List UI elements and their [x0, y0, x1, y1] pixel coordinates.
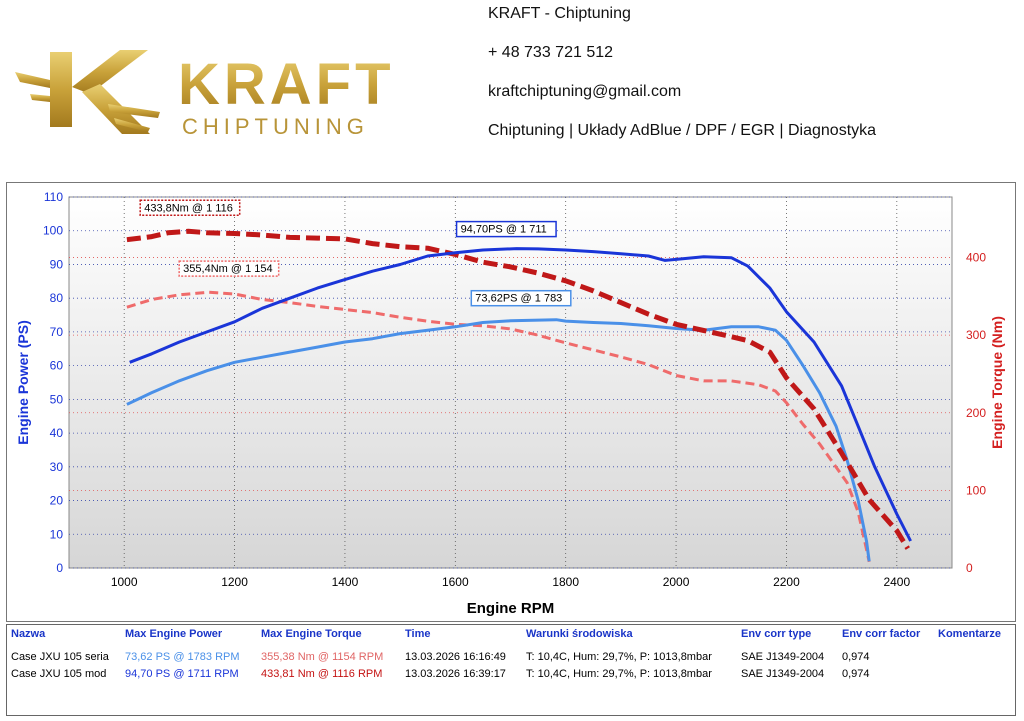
row-mod-env: T: 10,4C, Hum: 29,7%, P: 1013,8mbar: [526, 668, 712, 680]
y-left-tick-label: 100: [43, 224, 63, 238]
y-axis-left-label: Engine Power (PS): [15, 320, 31, 444]
annotation-label: 73,62PS @ 1 783: [475, 293, 562, 305]
y-left-tick-label: 50: [50, 392, 64, 406]
x-axis-label: Engine RPM: [467, 600, 555, 617]
results-table: Nazwa Max Engine Power Max Engine Torque…: [6, 624, 1016, 716]
x-tick-label: 1000: [111, 575, 138, 589]
series-layer: [126, 228, 912, 563]
col-header-power: Max Engine Power: [125, 628, 223, 640]
services-line: Chiptuning | Układy AdBlue / DPF / EGR |…: [488, 122, 877, 139]
contact-block: KRAFT - Chiptuning + 48 733 721 512 kraf…: [488, 4, 1008, 160]
row-stock-corr-type: SAE J1349-2004: [741, 651, 825, 663]
y-right-tick-label: 100: [966, 483, 986, 497]
y-left-tick-label: 40: [50, 426, 64, 440]
company-name: KRAFT - Chiptuning: [488, 5, 631, 22]
row-stock-time: 13.03.2026 16:16:49: [405, 651, 506, 663]
series-torque-stock: [126, 290, 871, 563]
col-header-name: Nazwa: [11, 628, 46, 640]
annotation-box: [455, 220, 557, 238]
annotation-torque-stock: 355,4Nm @ 1 154: [178, 260, 280, 277]
annotation-power-mod: 94,70PS @ 1 711: [455, 220, 557, 238]
axis-ticks: 1000 1200 1400 1600 1800 2000 2200 240001020304…: [43, 190, 986, 589]
row-mod-time: 13.03.2026 16:39:17: [405, 668, 506, 680]
series-power-stock: [126, 318, 871, 562]
series-torque-mod: [126, 228, 910, 550]
row-stock-power: 73,62 PS @ 1783 RPM: [125, 651, 240, 663]
y-left-tick-label: 0: [56, 561, 63, 575]
x-tick-label: 2400: [883, 575, 910, 589]
row-mod-corr-type: SAE J1349-2004: [741, 668, 825, 680]
y-left-tick-label: 30: [50, 460, 64, 474]
col-header-corr-type: Env corr type: [741, 628, 812, 640]
y-axis-right-label: Engine Torque (Nm): [989, 316, 1005, 449]
dyno-chart: 1000 1200 1400 1600 1800 2000 2200 240001020304…: [6, 182, 1016, 622]
row-stock-corr-factor: 0,974: [842, 651, 870, 663]
y-right-tick-label: 300: [966, 328, 986, 342]
col-header-corr-factor: Env corr factor: [842, 628, 921, 640]
y-right-tick-label: 200: [966, 406, 986, 420]
phone-number[interactable]: + 48 733 721 512: [488, 44, 614, 61]
header: KRAFT CHIPTUNING KRAFT - Chiptuning + 48…: [0, 0, 1024, 175]
annotation-torque-mod: 433,8Nm @ 1 116: [139, 199, 241, 217]
annotation-label: 94,70PS @ 1 711: [461, 224, 547, 236]
row-mod-corr-factor: 0,974: [842, 668, 870, 680]
logo-wordmark: KRAFT: [178, 52, 395, 117]
annotation-box: [139, 199, 241, 217]
col-header-comments: Komentarze: [938, 628, 1001, 640]
y-right-tick-label: 0: [966, 561, 973, 575]
row-mod-torque: 433,81 Nm @ 1116 RPM: [261, 668, 383, 680]
y-left-tick-label: 60: [50, 359, 64, 373]
logo-k-emblem-icon: [15, 50, 160, 134]
row-mod-power: 94,70 PS @ 1711 RPM: [125, 668, 239, 680]
x-tick-label: 2000: [663, 575, 690, 589]
row-stock-env: T: 10,4C, Hum: 29,7%, P: 1013,8mbar: [526, 651, 712, 663]
x-tick-label: 1800: [552, 575, 579, 589]
y-left-tick-label: 70: [50, 325, 64, 339]
y-left-tick-label: 110: [44, 190, 63, 204]
y-left-tick-label: 90: [50, 257, 64, 271]
annotation-box: [470, 289, 572, 307]
annotation-box: [178, 260, 280, 277]
email-address[interactable]: kraftchiptuning@gmail.com: [488, 83, 682, 100]
annotations: 433,8Nm @ 1 116 94,70PS @ 1 711 355,4Nm @ …: [139, 199, 572, 307]
annotation-power-stock: 73,62PS @ 1 783: [470, 289, 572, 307]
row-stock-name: Case JXU 105 seria: [11, 651, 109, 663]
y-left-tick-label: 80: [50, 291, 64, 305]
col-header-time: Time: [405, 628, 431, 640]
annotation-label: 355,4Nm @ 1 154: [183, 263, 272, 275]
y-left-tick-label: 10: [50, 527, 64, 541]
col-header-env: Warunki środowiska: [526, 628, 633, 640]
y-left-tick-label: 20: [50, 494, 64, 508]
kraft-logo: KRAFT CHIPTUNING: [15, 50, 395, 139]
logo-subtitle: CHIPTUNING: [182, 114, 369, 139]
col-header-torque: Max Engine Torque: [261, 628, 362, 640]
row-stock-torque: 355,38 Nm @ 1154 RPM: [261, 651, 384, 663]
annotation-label: 433,8Nm @ 1 116: [144, 202, 233, 214]
series-power-mod: [129, 247, 912, 542]
x-tick-label: 1200: [221, 575, 248, 589]
x-tick-label: 1600: [442, 575, 469, 589]
x-tick-label: 1400: [332, 575, 359, 589]
row-mod-name: Case JXU 105 mod: [11, 668, 107, 680]
plot-area: [68, 196, 953, 569]
y-right-tick-label: 400: [966, 251, 986, 265]
x-tick-label: 2200: [773, 575, 800, 589]
